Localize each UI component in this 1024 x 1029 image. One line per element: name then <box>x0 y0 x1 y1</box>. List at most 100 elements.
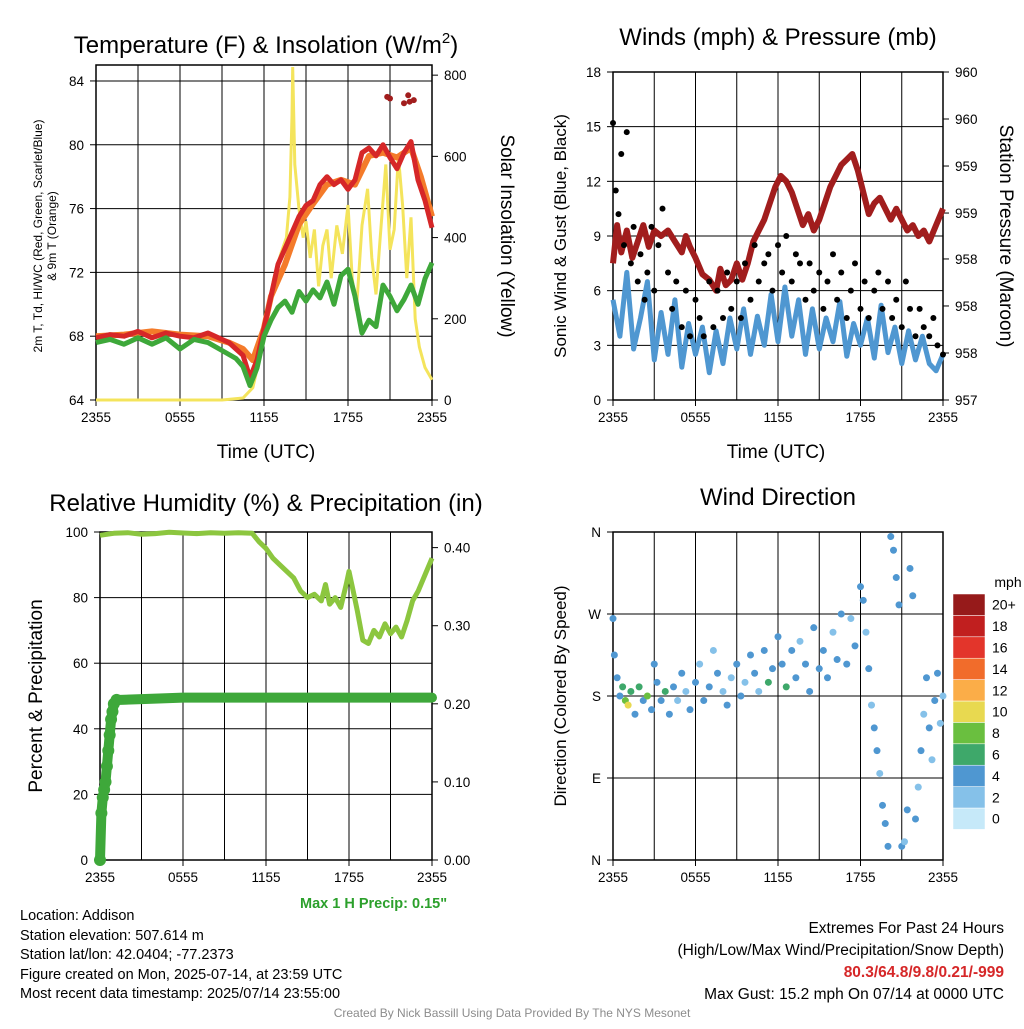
temp-y2tick-label: 200 <box>444 312 467 327</box>
gust-point <box>637 251 644 258</box>
direction-point <box>627 687 635 695</box>
direction-point <box>881 820 889 828</box>
extremes-box: Extremes For Past 24 Hours (High/Low/Max… <box>678 918 1005 1006</box>
precip-point <box>99 775 112 788</box>
rh-ytick-label: 100 <box>65 525 88 540</box>
legend-swatch <box>952 593 986 616</box>
temp-title: Temperature (F) & Insolation (W/m2) <box>74 30 458 59</box>
direction-point <box>917 747 925 755</box>
legend-label: 10 <box>992 704 1008 720</box>
wind-y2tick-label: 959 <box>955 159 978 174</box>
gust-point <box>902 278 909 285</box>
rh-ytick-label: 0 <box>80 853 88 868</box>
gust-point <box>810 287 817 294</box>
direction-point <box>931 697 939 705</box>
gust-point <box>618 151 625 157</box>
gust-point <box>824 278 831 285</box>
rh-y2tick-label: 0.00 <box>444 853 470 868</box>
gust-point <box>682 287 689 294</box>
direction-point <box>862 628 870 636</box>
direction-point <box>865 665 873 673</box>
heat-index-point <box>387 95 393 102</box>
direction-point <box>873 747 881 755</box>
direction-point <box>939 692 947 700</box>
direction-point <box>819 646 827 654</box>
temp-xtick-label: 1755 <box>333 410 363 425</box>
rh-line <box>99 529 435 646</box>
direction-point <box>650 660 658 668</box>
gust-point <box>779 269 786 276</box>
wind-ytick-label: 15 <box>586 120 601 135</box>
direction-point <box>648 706 655 714</box>
gust-point <box>728 305 735 312</box>
direction-point <box>727 674 735 682</box>
direction-point <box>774 633 782 641</box>
station-info: Location: Addison Station elevation: 507… <box>20 907 342 1005</box>
temp-xtick-label: 1155 <box>249 410 278 425</box>
temp-ylabel-1: 2m T, Td, HI/WC (Red, Green, Scarlet/Blu… <box>31 120 45 353</box>
precip-point <box>103 729 116 742</box>
gust-point <box>830 251 836 258</box>
direction-point <box>833 656 841 664</box>
direction-point <box>884 842 892 850</box>
temp-ylabel-2: & 9m T (Orange) <box>45 191 59 281</box>
rh-ytick-label: 20 <box>73 787 88 802</box>
direction-point <box>719 687 727 695</box>
direction-point <box>643 692 651 700</box>
legend-swatch <box>952 679 986 702</box>
legend-swatch <box>952 615 986 638</box>
gust-point <box>769 287 776 294</box>
direction-point <box>686 706 694 714</box>
gust-point <box>775 242 781 249</box>
dir-xtick-label: 1155 <box>763 870 792 885</box>
gust-point <box>852 260 858 267</box>
direction-point <box>609 615 617 623</box>
temp-panel: 2355 0555 1155 1755 2355 64 68 72 76 80 84 0 200 400 6… <box>69 64 467 425</box>
precip-point <box>110 693 123 706</box>
wind-y2tick-label: 958 <box>955 252 978 267</box>
wind-xlabel: Time (UTC) <box>727 442 826 463</box>
gust-point <box>907 305 913 312</box>
direction-point <box>682 687 690 695</box>
gust-point <box>865 315 872 321</box>
direction-point <box>674 697 682 705</box>
gust-point <box>797 260 803 267</box>
direction-point <box>887 533 895 541</box>
legend-swatch <box>952 743 986 766</box>
direction-point <box>796 637 804 645</box>
gust-point <box>678 324 685 331</box>
pressure-line <box>610 151 946 294</box>
gust-point <box>871 287 878 294</box>
legend-label: 2 <box>992 789 1000 805</box>
temp-y2tick-label: 0 <box>444 393 452 408</box>
temp-ytick-label: 80 <box>69 138 84 153</box>
rh-xtick-label: 2355 <box>417 870 447 885</box>
gust-point <box>621 242 627 249</box>
recent-text: Most recent data timestamp: 2025/07/14 2… <box>20 986 341 1002</box>
dir-xtick-label: 2355 <box>928 870 958 885</box>
gust-point <box>843 315 850 321</box>
direction-point <box>696 660 704 668</box>
gust-point <box>651 287 658 294</box>
direction-point <box>778 660 786 668</box>
temp-y2label: Solar Insolation (Yellow) <box>496 134 517 337</box>
gust-point <box>700 333 707 340</box>
gust-point <box>898 324 905 331</box>
gust-point <box>665 269 671 276</box>
direction-point <box>847 615 855 623</box>
legend-swatch <box>952 786 986 809</box>
rh-panel: 2355 0555 1155 1755 2355 0 20 40 60 80 100 0.00 0.10… <box>65 525 470 885</box>
dir-ytick-label: N <box>591 525 601 540</box>
wind-panel: 2355 0555 1155 1755 2355 0 3 6 9 12 15 18 957 958 958 9… <box>586 65 978 425</box>
dir-xtick-label: 1755 <box>845 870 875 885</box>
direction-point <box>868 701 875 709</box>
direction-point <box>741 678 749 686</box>
gust-point <box>820 305 827 312</box>
rh-y2tick-label: 0.30 <box>444 619 470 634</box>
gust-point <box>659 205 666 212</box>
direction-point <box>895 601 903 609</box>
dewpoint-line <box>95 261 435 389</box>
gust-point <box>920 324 927 331</box>
direction-point <box>737 692 745 700</box>
